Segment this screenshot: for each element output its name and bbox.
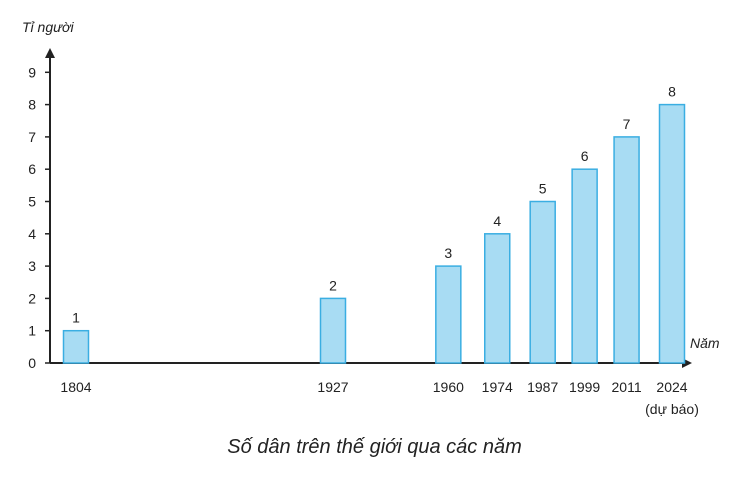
chart-title: Số dân trên thế giới qua các năm bbox=[227, 436, 522, 458]
y-tick-label: 8 bbox=[28, 97, 36, 113]
x-tick-label: 1987 bbox=[527, 379, 558, 395]
x-tick-label: 1804 bbox=[60, 379, 91, 395]
bar bbox=[613, 136, 640, 364]
y-tick-label: 7 bbox=[28, 129, 36, 145]
y-tick-label: 6 bbox=[28, 161, 36, 177]
x-tick-label: 2024 bbox=[656, 379, 687, 395]
y-tick-label: 5 bbox=[28, 194, 36, 210]
data-label: 5 bbox=[539, 181, 547, 197]
bar bbox=[529, 200, 556, 364]
x-axis-title: Năm bbox=[690, 335, 720, 351]
y-tick-label: 9 bbox=[28, 64, 36, 80]
y-tick-label: 1 bbox=[28, 323, 36, 339]
y-tick-label: 4 bbox=[28, 226, 36, 242]
y-axis-arrow bbox=[45, 48, 55, 58]
bar bbox=[62, 329, 90, 364]
data-label: 6 bbox=[581, 148, 589, 164]
bar bbox=[658, 103, 686, 364]
data-label: 4 bbox=[493, 213, 501, 229]
data-label: 2 bbox=[329, 277, 337, 293]
axes bbox=[45, 48, 692, 368]
x-tick-label: 1999 bbox=[569, 379, 600, 395]
bar bbox=[319, 297, 347, 364]
data-label: 1 bbox=[72, 310, 80, 326]
data-label: 3 bbox=[444, 245, 452, 261]
y-axis-title: Tỉ người bbox=[22, 19, 74, 35]
bar bbox=[435, 265, 462, 364]
data-label: 8 bbox=[668, 84, 676, 100]
x-tick-note: (dự báo) bbox=[645, 401, 699, 417]
data-label: 7 bbox=[623, 116, 631, 132]
labels: Tỉ người Năm 0 1 2 3 4 5 6 7 8 9 1 1804 2 1927 3 1960 4 197… bbox=[22, 19, 720, 417]
x-tick-label: 2011 bbox=[612, 379, 642, 395]
x-tick-label: 1927 bbox=[317, 379, 348, 395]
x-tick-label: 1960 bbox=[433, 379, 464, 395]
bar bbox=[571, 168, 598, 364]
x-tick-label: 1974 bbox=[482, 379, 513, 395]
y-tick-label: 0 bbox=[28, 355, 36, 371]
y-tick-label: 3 bbox=[28, 258, 36, 274]
bar bbox=[484, 233, 511, 364]
y-tick-label: 2 bbox=[28, 290, 36, 306]
bars bbox=[62, 103, 686, 364]
